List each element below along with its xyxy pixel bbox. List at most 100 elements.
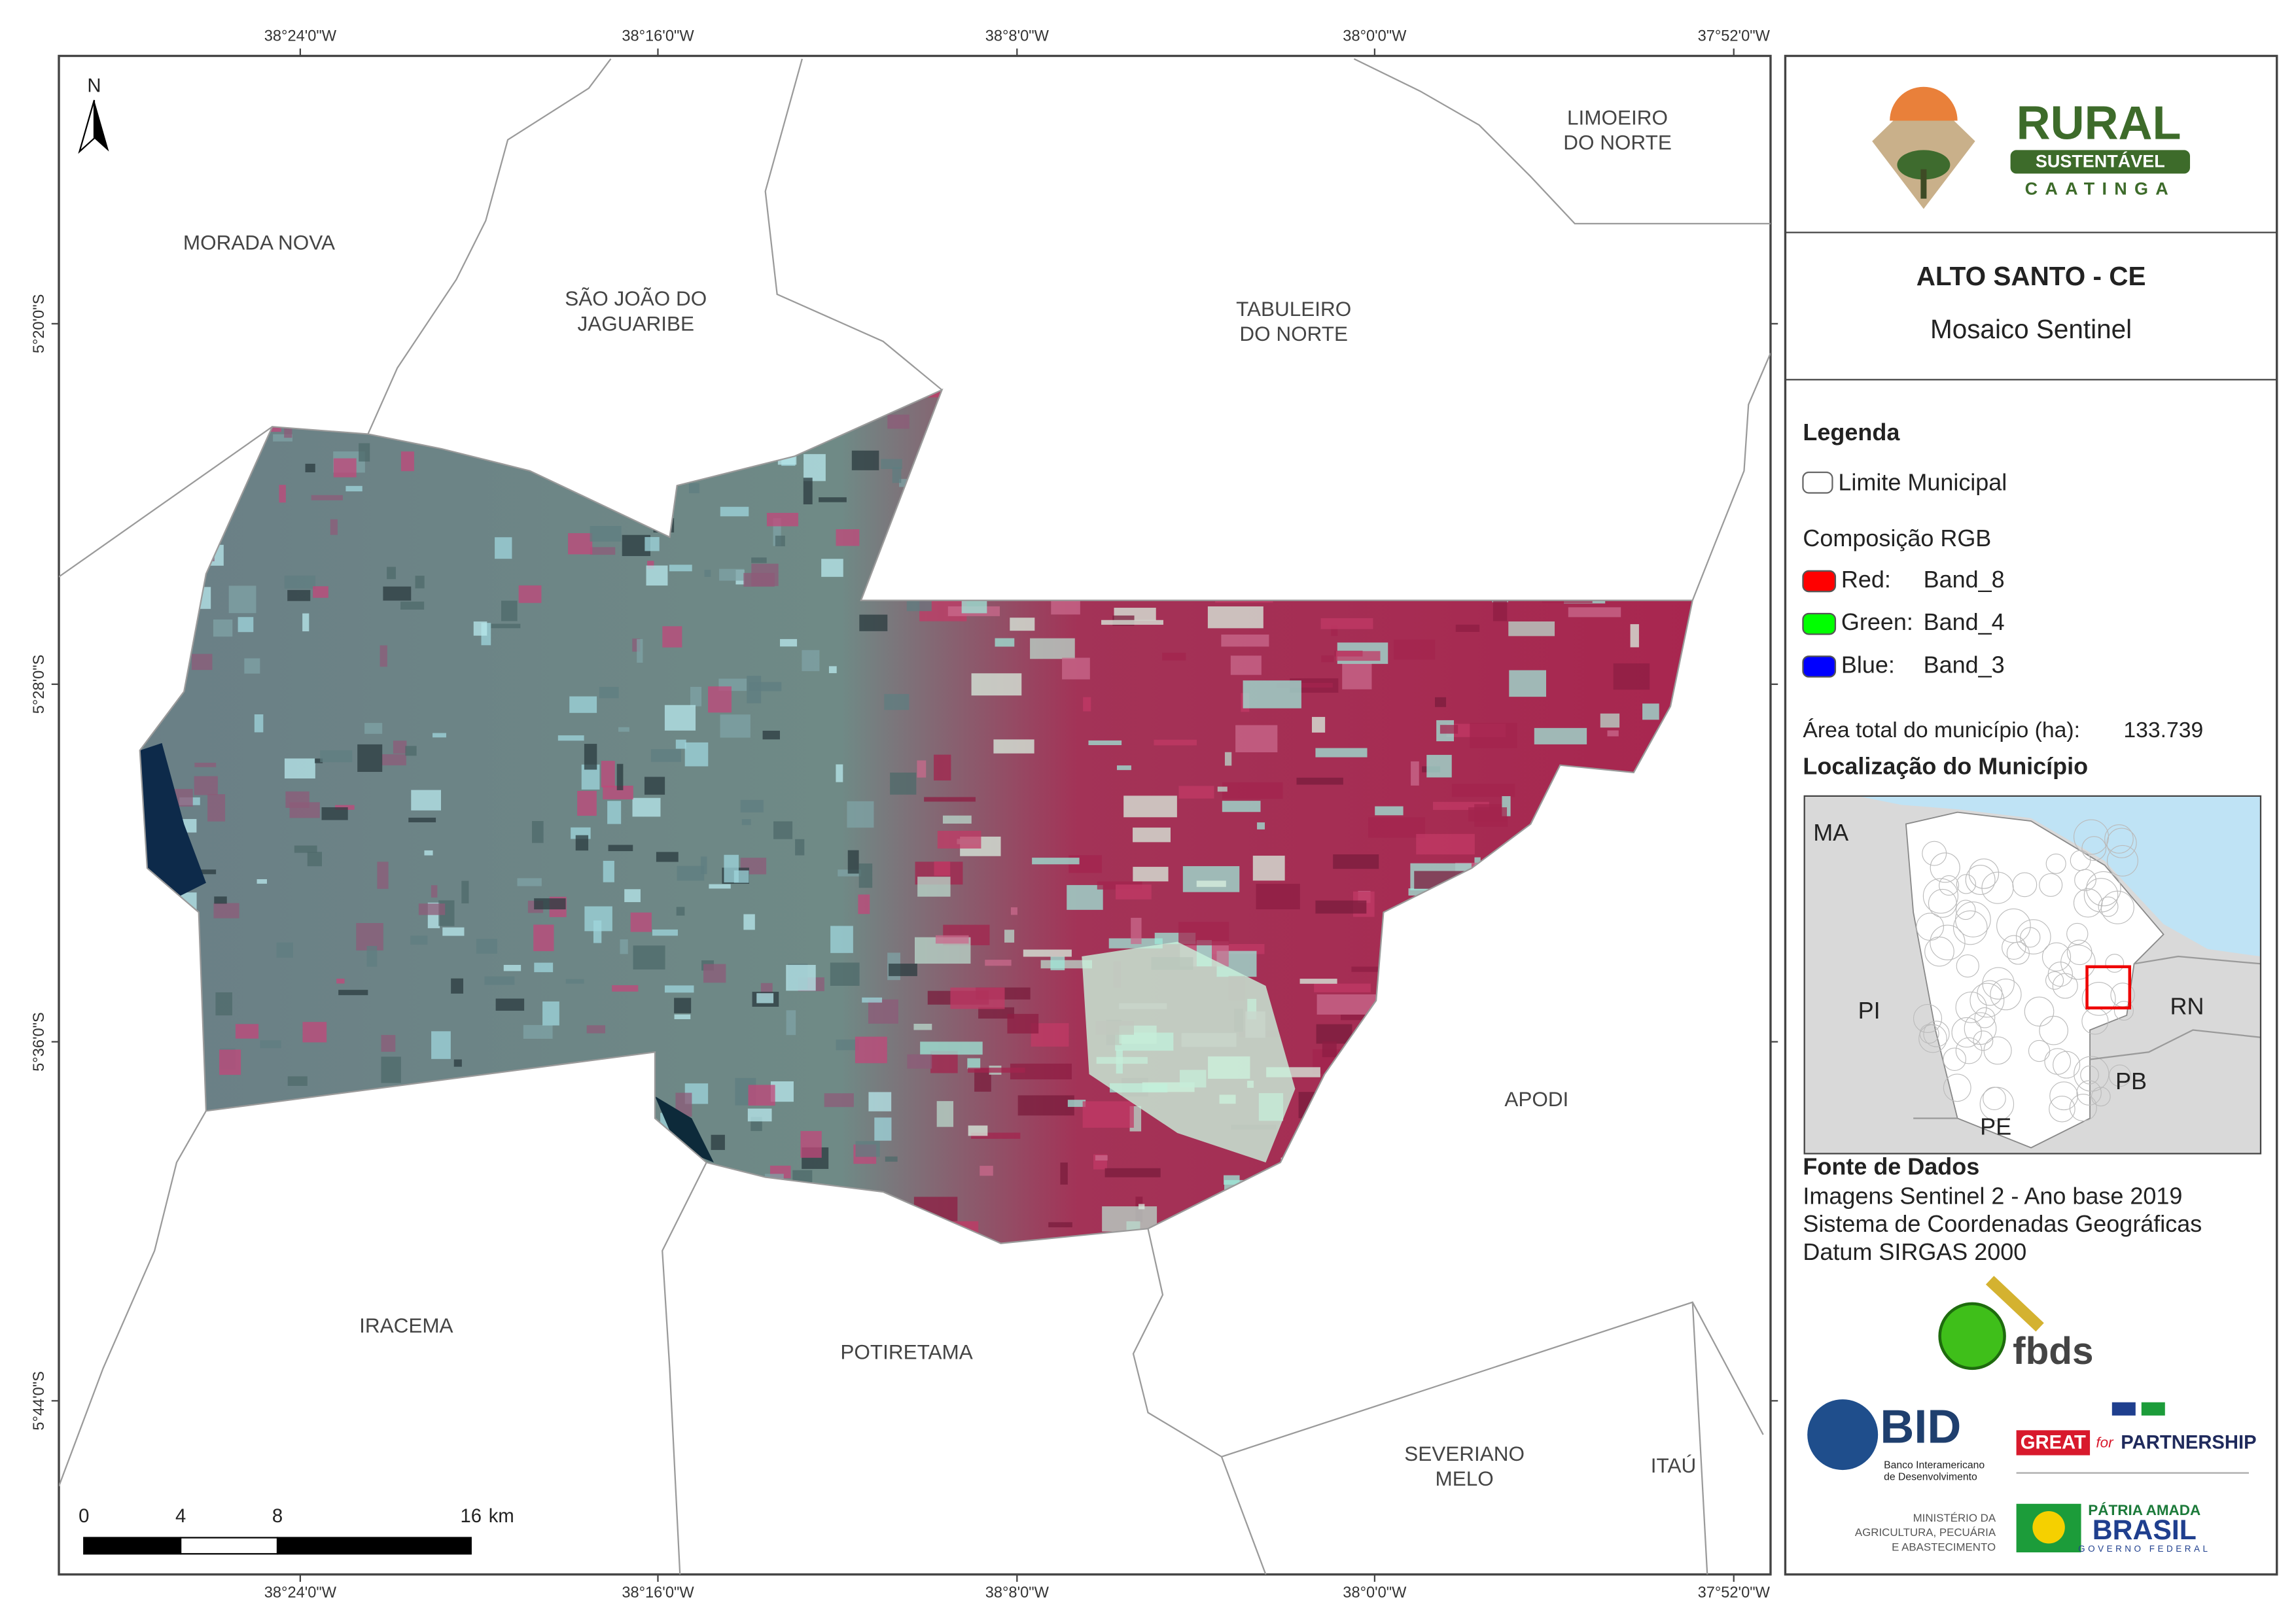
mosaic-patch [930, 1051, 958, 1073]
inset-municipality [1974, 1007, 1996, 1028]
mosaic-patch [214, 896, 227, 904]
legend-swatch [1802, 612, 1837, 635]
inset-municipality [1918, 1024, 1947, 1053]
legend-swatch [1802, 655, 1837, 678]
mosaic-patch [935, 935, 969, 944]
mosaic-patch [517, 878, 542, 886]
mosaic-patch [1534, 727, 1587, 744]
mosaic-patch [862, 997, 883, 1003]
great-logo: GREAT for PARTNERSHIP [2016, 1402, 2257, 1474]
band-legend: Red: Band_8 Green: Band_4 Blue: Band_3 [1802, 566, 2005, 678]
mosaic-patch [1133, 867, 1169, 882]
mosaic-patch [219, 1049, 241, 1075]
logo-band-text: SUSTENTÁVEL [2036, 151, 2165, 171]
inset-municipality [1981, 871, 2014, 904]
inset-municipality [2113, 1001, 2134, 1021]
lon-label: 37°52'0"W [1698, 1584, 1771, 1601]
mosaic-patch [676, 907, 685, 916]
mosaic-patch [311, 495, 343, 500]
mosaic-patch [656, 852, 679, 862]
mosaic-patch [285, 791, 309, 808]
inset-municipality [1951, 1017, 1982, 1048]
mosaic-patch [748, 1085, 775, 1106]
mosaic-patch [920, 1041, 983, 1055]
mosaic-patch [586, 1025, 605, 1034]
mosaic-patch [874, 1117, 892, 1141]
mosaic-patch [577, 791, 597, 816]
mosaic-patch [1133, 828, 1171, 843]
logo-sun [1890, 86, 1958, 121]
inset-municipality [2039, 873, 2063, 897]
legend-heading: Composição RGB [1803, 525, 1991, 551]
mosaic-patch [669, 565, 692, 572]
mosaic-patch [942, 815, 972, 824]
mosaic-patch [1316, 994, 1376, 1015]
mosaic-patch [690, 686, 702, 707]
coordinates: 38°24'0"W 38°24'0"W 38°16'0"W 38°16'0"W 38°8… [31, 27, 1778, 1601]
inset-municipality [2074, 869, 2096, 892]
mosaic-patch [1642, 703, 1659, 720]
inset-municipality [2039, 1015, 2068, 1045]
mosaic-patch [847, 850, 859, 874]
boundary [59, 1110, 207, 1487]
mosaic-patch [1439, 725, 1458, 734]
mosaic-patch [207, 794, 226, 822]
mosaic-patch [244, 658, 260, 674]
mosaic-patch [612, 985, 639, 992]
mosaic-patch [381, 1056, 401, 1083]
mosaic-patch [1257, 822, 1265, 829]
mosaic-patch [830, 962, 860, 986]
legend-label: Red: [1841, 566, 1891, 593]
mosaic-patch [624, 889, 641, 903]
inset-municipality [1943, 1047, 1966, 1071]
inset-municipality [2083, 878, 2119, 913]
mosaic-patch [315, 758, 323, 763]
great-box [2016, 1430, 2091, 1456]
mosaic-patch [616, 763, 624, 790]
inset-municipality [1977, 980, 2003, 1006]
mosaic-patch [618, 727, 629, 732]
mosaic-patch [859, 614, 888, 631]
mosaic-patch [431, 885, 438, 898]
mosaic-patch [652, 929, 678, 936]
legend-label: Blue: [1841, 651, 1895, 678]
mosaic-patch [1470, 723, 1517, 748]
mosaic-patch [294, 845, 317, 853]
bid-text: BID [1880, 1401, 1961, 1453]
legend-swatch [1802, 570, 1837, 593]
mosaic-patch [889, 964, 917, 977]
mosaic-patch [1010, 907, 1017, 915]
source-line: Datum SIRGAS 2000 [1803, 1238, 2026, 1265]
municipality-label: SÃO JOÃO DO [565, 287, 707, 310]
mosaic-patch [1252, 856, 1285, 881]
mosaic-patch [650, 749, 681, 762]
mosaic-patch [1256, 884, 1300, 910]
brasil-text: BRASIL [2093, 1514, 2197, 1546]
mosaic-patch [802, 650, 820, 671]
mosaic-patch [980, 1166, 993, 1176]
mosaic-patch [971, 673, 1022, 696]
mosaic-patch [501, 601, 518, 621]
mosaic-patch [603, 786, 633, 799]
mosaic-patch [1048, 1222, 1072, 1228]
inset-label: RN [2170, 992, 2204, 1019]
municipality-label: LIMOEIRO [1567, 106, 1668, 130]
mosaic-patch [936, 1101, 954, 1127]
mosaic-patch [720, 714, 751, 738]
mosaic-patch [743, 914, 755, 930]
inset-municipality [2076, 1080, 2102, 1106]
lon-label: 38°0'0"W [1343, 27, 1407, 44]
mosaic-patch [824, 1093, 854, 1108]
mosaic-patch [601, 761, 615, 788]
mosaic-patch [1243, 680, 1301, 708]
lat-label: 5°20'0"S [31, 294, 48, 354]
mosaic-patch [780, 638, 798, 647]
inset-municipality [2105, 954, 2125, 973]
lon-label: 38°16'0"W [622, 1584, 694, 1601]
mosaic-patch [433, 733, 446, 738]
inset-municipality [2015, 919, 2051, 954]
mosaic-patch [1116, 884, 1152, 899]
mosaic-patch [1222, 782, 1283, 799]
scale-label: 16 [461, 1506, 482, 1527]
